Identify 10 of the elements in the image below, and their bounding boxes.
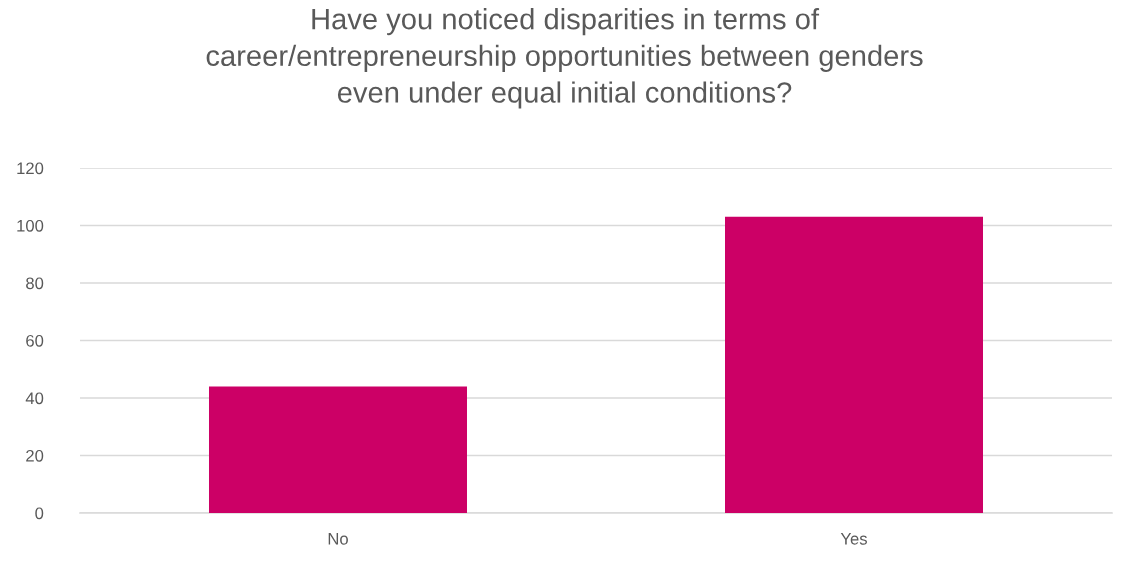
x-tick-label: Yes — [840, 533, 867, 545]
y-tick-label: 60 — [26, 334, 44, 347]
chart-title: Have you noticed disparities in terms of career/entrepreneurship opportunities between genders even under equal initial conditions? — [206, 8, 923, 109]
x-tick-label: No — [328, 533, 348, 545]
y-tick-label: 0 — [35, 507, 44, 520]
y-tick-label: 100 — [17, 219, 44, 232]
y-tick-label: 120 — [17, 162, 44, 175]
y-tick-label: 20 — [26, 449, 44, 462]
y-tick-label: 80 — [26, 277, 44, 290]
y-tick-label: 40 — [25, 392, 44, 405]
